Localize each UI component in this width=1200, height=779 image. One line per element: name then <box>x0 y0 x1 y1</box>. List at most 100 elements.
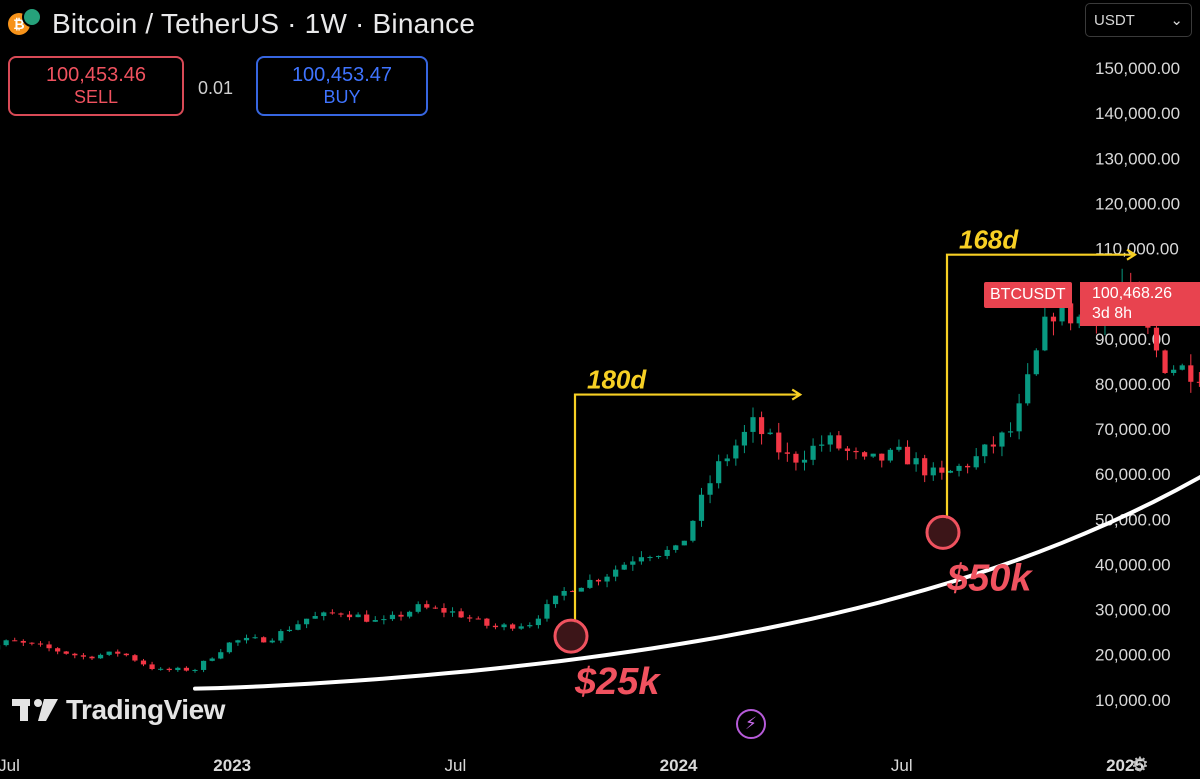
candle-body <box>930 467 936 476</box>
candle-body <box>269 640 275 643</box>
y-tick-label: 70,000.00 <box>1095 420 1171 439</box>
candle-body <box>673 545 679 550</box>
price-tag-countdown: 3d 8h <box>1092 305 1133 322</box>
candle-body <box>1050 316 1057 322</box>
candle-body <box>346 614 353 618</box>
candle-body <box>12 640 18 642</box>
candle-body <box>372 620 378 622</box>
candle-body <box>801 459 808 463</box>
currency-value: USDT <box>1094 11 1135 29</box>
candle-body <box>887 449 893 461</box>
candle-body <box>72 653 78 656</box>
candle-body <box>1007 431 1014 433</box>
candle-body <box>613 569 619 577</box>
x-tick-label: Jul <box>891 756 913 775</box>
candle-body <box>1188 365 1194 382</box>
candle-body <box>295 624 301 630</box>
rally-bracket <box>573 393 801 623</box>
candle-body <box>407 611 413 617</box>
candle-body <box>733 445 739 459</box>
candle-body <box>492 625 499 628</box>
candle-body <box>115 651 121 654</box>
candle-body <box>956 465 962 471</box>
candle-body <box>990 444 996 447</box>
y-tick-label: 40,000.00 <box>1095 555 1171 574</box>
y-tick-label: 80,000.00 <box>1095 375 1171 394</box>
candle-body <box>767 432 773 435</box>
candle-body <box>630 561 636 565</box>
candle-body <box>681 540 687 546</box>
candle-body <box>973 456 979 468</box>
candle-body <box>3 640 9 646</box>
candle-body <box>827 435 833 445</box>
candle-body <box>758 417 765 435</box>
candle-body <box>175 667 181 671</box>
candle-body <box>638 557 644 562</box>
candle-body <box>97 654 104 659</box>
y-tick-label: 120,000.00 <box>1095 194 1180 213</box>
x-tick-label: Jul <box>445 756 467 775</box>
price-tag-symbol: BTCUSDT <box>984 282 1072 308</box>
candle-body <box>810 445 816 460</box>
rally-arrowhead <box>791 388 803 401</box>
candle-body <box>904 446 911 465</box>
chevron-down-icon: ⌄ <box>1170 12 1183 29</box>
candle-body <box>106 651 112 655</box>
candle-body <box>381 619 387 621</box>
candle-body <box>29 642 35 644</box>
x-tick-label: 2024 <box>660 756 698 775</box>
support-price-label: $25k <box>574 661 661 703</box>
candle-body <box>844 448 851 451</box>
candle-body <box>218 652 224 659</box>
currency-select[interactable]: USDT ⌄ <box>1085 3 1192 37</box>
candle-body <box>922 458 928 476</box>
symbol-title[interactable]: Bitcoin / TetherUS · 1W · Binance <box>52 8 476 39</box>
lightning-icon[interactable]: ⚡ <box>736 709 766 739</box>
candle-body <box>364 614 370 622</box>
buy-button[interactable]: 100,453.47 BUY <box>256 56 428 116</box>
candle-body <box>655 555 662 558</box>
candle-body <box>200 660 207 670</box>
candle-body <box>467 617 473 619</box>
candle-body <box>123 653 129 656</box>
candle-body <box>965 465 971 468</box>
support-touch-marker <box>553 618 589 654</box>
candle-body <box>312 616 318 619</box>
candle-body <box>664 549 670 556</box>
y-tick-label: 60,000.00 <box>1095 465 1171 484</box>
y-tick-label: 140,000.00 <box>1095 104 1180 123</box>
candle-body <box>544 604 550 619</box>
candle-body <box>46 644 52 649</box>
candle-body <box>707 483 713 495</box>
rally-arrowhead <box>1126 248 1138 261</box>
candle-body <box>518 626 524 629</box>
candle-body <box>690 520 696 541</box>
candle-body <box>484 618 490 626</box>
candle-body <box>63 651 69 654</box>
candle-body <box>1042 316 1048 351</box>
settings-icon[interactable]: ⚙ <box>1131 754 1149 776</box>
candle-body <box>55 648 61 652</box>
candle-body <box>947 470 954 473</box>
tether-icon <box>22 7 42 27</box>
candle-body <box>235 640 241 643</box>
price-tag-price: 100,468.26 <box>1092 285 1173 302</box>
sell-price: 100,453.46 <box>45 64 147 86</box>
candle-body <box>415 604 421 612</box>
candle-body <box>355 614 361 618</box>
candle-body <box>716 461 722 484</box>
sell-button[interactable]: 100,453.46 SELL <box>8 56 184 116</box>
candle-body <box>561 590 567 596</box>
chart-header: ₿ Bitcoin / TetherUS · 1W · Binance <box>8 7 476 40</box>
candle-body <box>776 432 782 453</box>
candle-body <box>458 611 464 618</box>
rally-duration-label: 180d <box>587 365 647 395</box>
candle-body <box>1025 374 1031 404</box>
candle-body <box>982 444 988 457</box>
y-tick-label: 30,000.00 <box>1095 601 1171 620</box>
support-touch-marker <box>925 514 961 550</box>
price-tag-box: 100,468.26 3d 8h <box>1080 282 1200 326</box>
y-tick-label: 50,000.00 <box>1095 510 1171 529</box>
tradingview-logo-icon <box>12 699 58 721</box>
